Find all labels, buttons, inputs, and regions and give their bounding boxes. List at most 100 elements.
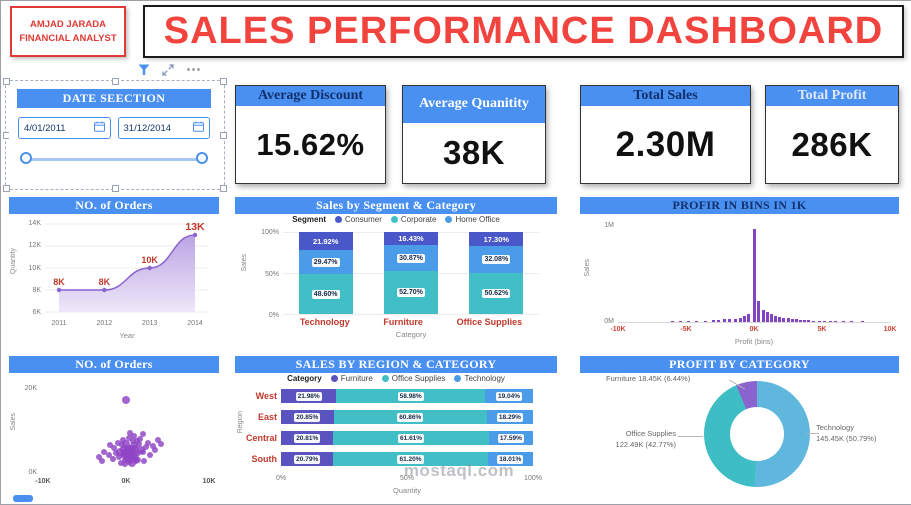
histogram-bar[interactable] (861, 321, 865, 322)
bar-segment[interactable]: 20.85% (281, 410, 334, 424)
scatter-point[interactable] (154, 437, 161, 443)
histogram-bar[interactable] (802, 320, 806, 322)
histogram-bar[interactable] (757, 300, 761, 322)
scatter-point[interactable] (122, 439, 131, 448)
scatter-point[interactable] (157, 441, 164, 448)
histogram-bar[interactable] (817, 320, 821, 322)
legend-item[interactable]: Corporate (390, 215, 436, 224)
donut-chart[interactable] (704, 381, 810, 487)
scatter-point[interactable] (114, 439, 121, 446)
histogram-bar[interactable] (743, 316, 746, 322)
scatter-point[interactable] (121, 396, 130, 405)
histogram-bar[interactable] (738, 317, 742, 322)
slider-handle-start[interactable] (20, 152, 32, 164)
scatter-point[interactable] (116, 447, 125, 456)
bar-segment[interactable]: 20.79% (281, 452, 334, 466)
scatter-point[interactable] (101, 449, 108, 456)
histogram-bar[interactable] (794, 319, 798, 322)
histogram-bar[interactable] (790, 318, 794, 322)
scatter-point[interactable] (136, 441, 143, 448)
scatter-point[interactable] (137, 436, 144, 443)
scatter-point[interactable] (130, 437, 137, 444)
column-segment[interactable]: 21.92% (298, 232, 353, 250)
scatter-point[interactable] (120, 436, 127, 443)
scatter-point[interactable] (142, 444, 149, 451)
profit-bins-histogram[interactable]: Sales 1M 0M -10K -5K 0K 5K 10K Profit (bins) (580, 214, 899, 348)
column-segment[interactable]: 48.60% (298, 274, 353, 314)
scatter-point[interactable] (113, 450, 119, 457)
bar-segment[interactable]: 60.86% (333, 410, 487, 424)
scatter-point[interactable] (118, 442, 125, 449)
histogram-bar[interactable] (778, 316, 782, 322)
scatter-point[interactable] (127, 429, 134, 436)
legend-item[interactable]: Furniture (330, 374, 373, 383)
column-segment[interactable]: 17.30% (469, 232, 524, 247)
scatter-point[interactable] (145, 440, 152, 447)
histogram-bar[interactable] (842, 321, 846, 322)
segment-category-chart[interactable]: Segment Consumer Corporate Home Office 100% 5… (235, 214, 557, 348)
date-range-slider[interactable] (20, 152, 208, 166)
expand-icon[interactable] (162, 64, 174, 76)
legend-item[interactable]: Technology (454, 374, 505, 383)
column-segment[interactable]: 32.08% (469, 246, 524, 273)
histogram-bar[interactable] (670, 321, 674, 322)
histogram-bar[interactable] (774, 315, 778, 322)
area-plot[interactable]: 8K 8K 10K 13K (45, 220, 209, 316)
kpi-total-profit[interactable]: Total Profit 286K (765, 85, 899, 184)
bar-segment[interactable]: 61.20% (333, 452, 488, 466)
scatter-point[interactable] (127, 459, 136, 467)
histogram-bar[interactable] (770, 314, 774, 322)
histogram-bar[interactable] (828, 321, 832, 322)
legend-item[interactable]: Consumer (335, 215, 382, 224)
stacked-column[interactable]: 50.62% 32.08% 17.30% (469, 232, 524, 314)
scatter-point[interactable] (105, 452, 112, 459)
bar-segment[interactable]: 58.98% (336, 389, 485, 403)
histogram-bar[interactable] (850, 321, 854, 322)
histogram-bar[interactable] (752, 228, 756, 322)
scatter-point[interactable] (123, 453, 132, 462)
kpi-total-sales[interactable]: Total Sales 2.30M (580, 85, 751, 184)
histogram-bar[interactable] (728, 319, 731, 322)
bar-segment[interactable]: 18.29% (486, 410, 533, 424)
scatter-point[interactable] (121, 461, 128, 468)
column-segment[interactable]: 29.47% (298, 250, 353, 275)
histogram-bar[interactable] (762, 309, 765, 322)
column-segment[interactable]: 52.70% (383, 270, 438, 314)
histogram-bar[interactable] (812, 320, 816, 322)
bar-segment[interactable]: 20.81% (281, 431, 334, 445)
scatter-point[interactable] (107, 442, 114, 448)
scatter-point[interactable] (127, 455, 136, 464)
scatter-point[interactable] (139, 431, 146, 438)
scatter-point[interactable] (96, 454, 103, 461)
histogram-bar[interactable] (733, 318, 737, 322)
bar-segment[interactable]: 21.98% (281, 389, 337, 403)
column-segment[interactable]: 30.87% (383, 245, 438, 271)
bar-segment[interactable]: 17.59% (488, 431, 533, 445)
stacked-bar[interactable]: 20.85% 60.86% 18.29% (281, 410, 533, 424)
bar-segment[interactable]: 18.01% (487, 452, 533, 466)
histogram-bar[interactable] (687, 320, 691, 322)
bar-segment[interactable]: 19.04% (485, 389, 533, 403)
scatter-point[interactable] (98, 457, 105, 464)
histogram-bar[interactable] (834, 321, 838, 322)
scatter-point[interactable] (130, 432, 137, 439)
histogram-bar[interactable] (823, 321, 827, 322)
profit-donut-chart[interactable]: Furniture 18.45K (6.44%) Office Supplies… (580, 373, 899, 501)
histogram-bar[interactable] (806, 320, 810, 322)
scatter-point[interactable] (147, 451, 154, 458)
region-category-chart[interactable]: Category Furniture Office Supplies Technolo… (235, 373, 557, 501)
scatter-point[interactable] (141, 458, 148, 465)
scatter-point[interactable] (130, 445, 139, 454)
scatter-point[interactable] (152, 446, 159, 453)
stacked-bar[interactable]: 20.81% 61.61% 17.59% (281, 431, 533, 445)
histogram-bar[interactable] (786, 318, 790, 322)
filter-icon[interactable] (138, 64, 150, 76)
orders-scatter-chart[interactable]: Sales 20K 0K -10K 0K 10K (9, 373, 219, 501)
kpi-average-quantity[interactable]: Average Quanitity 38K (402, 85, 546, 184)
stacked-bar[interactable]: 20.79% 61.20% 18.01% (281, 452, 533, 466)
end-date-input[interactable]: 31/12/2014 (117, 117, 210, 139)
column-segment[interactable]: 50.62% (469, 272, 524, 314)
scatter-point[interactable] (116, 453, 123, 460)
histogram-bar[interactable] (722, 319, 726, 322)
kpi-average-discount[interactable]: Average Discount 15.62% (235, 85, 386, 184)
